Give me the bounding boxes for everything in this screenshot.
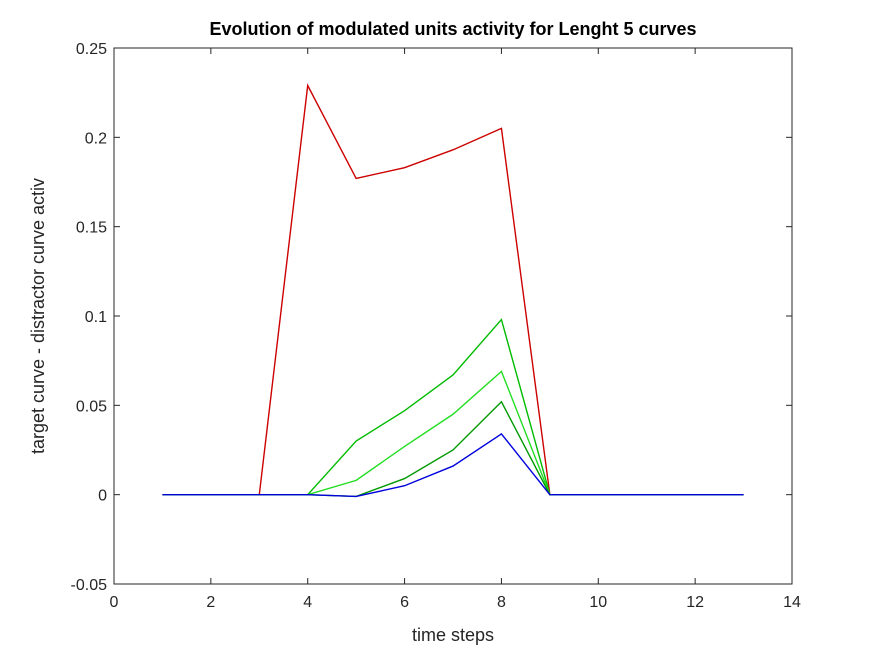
y-tick-label: 0.2: [85, 130, 107, 147]
y-tick-label: 0.05: [76, 398, 107, 415]
x-tick-label: 6: [400, 594, 409, 611]
y-axis: -0.05 0 0.05 0.1 0.15 0.2 0.25: [71, 41, 792, 594]
y-tick-label: 0: [98, 488, 107, 505]
y-axis-label: target curve - distractor curve activ: [28, 178, 48, 454]
y-tick-label: -0.05: [71, 577, 108, 594]
x-tick-label: 10: [589, 594, 607, 611]
series-group: [162, 83, 744, 498]
y-tick-label: 0.15: [76, 220, 107, 237]
x-tick-label: 4: [303, 594, 312, 611]
x-tick-label: 14: [783, 594, 801, 611]
chart-title: Evolution of modulated units activity fo…: [209, 19, 696, 39]
axes-box: [113, 47, 793, 585]
x-tick-label: 12: [686, 594, 704, 611]
y-tick-label: 0.25: [76, 41, 107, 58]
series-line-5: [162, 432, 744, 498]
x-tick-label: 2: [206, 594, 215, 611]
plot-area: [113, 47, 793, 585]
x-axis-label: time steps: [412, 625, 494, 645]
x-axis: 0 2 4 6 8 10 12 14: [110, 48, 801, 611]
x-tick-label: 8: [497, 594, 506, 611]
y-tick-label: 0.1: [85, 309, 107, 326]
x-tick-label: 0: [110, 594, 119, 611]
